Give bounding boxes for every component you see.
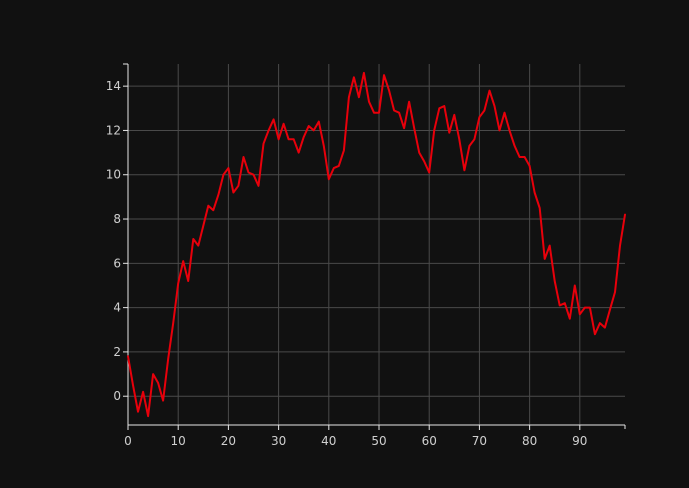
series-group: [127, 71, 626, 418]
x-tick-label: 20: [221, 434, 236, 448]
x-tick-label: 40: [321, 434, 336, 448]
x-tick-label: 80: [522, 434, 537, 448]
y-tick-label: 14: [106, 79, 121, 93]
x-tick-label: 60: [422, 434, 437, 448]
axes: [123, 63, 626, 429]
x-tick-label: 50: [371, 434, 386, 448]
y-tick-label: 6: [113, 256, 121, 270]
x-tick-label: 90: [572, 434, 587, 448]
series-line: [127, 71, 626, 418]
y-tick-label: 0: [113, 389, 121, 403]
y-tick-label: 2: [113, 345, 121, 359]
x-tick-label: 10: [171, 434, 186, 448]
y-tick-label: 4: [113, 301, 121, 315]
y-tick-label: 8: [113, 212, 121, 226]
x-tick-label: 0: [124, 434, 132, 448]
x-tick-label: 70: [472, 434, 487, 448]
ticks: 0 10 20 30 40 50 60 70 80 90 0 2 4 6 8 10 12 14: [106, 79, 588, 448]
x-tick-label: 30: [271, 434, 286, 448]
grid: [127, 64, 625, 425]
y-tick-label: 12: [106, 123, 121, 137]
y-tick-label: 10: [106, 168, 121, 182]
